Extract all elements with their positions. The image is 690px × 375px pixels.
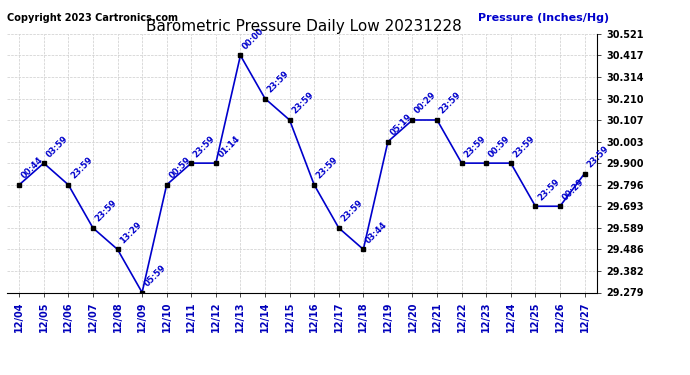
Text: 23:59: 23:59 bbox=[585, 144, 611, 170]
Text: 23:59: 23:59 bbox=[290, 91, 315, 116]
Text: 23:59: 23:59 bbox=[339, 198, 364, 224]
Text: 23:59: 23:59 bbox=[94, 198, 119, 224]
Text: 00:29: 00:29 bbox=[413, 91, 438, 116]
Text: 23:59: 23:59 bbox=[511, 134, 537, 159]
Text: Copyright 2023 Cartronics.com: Copyright 2023 Cartronics.com bbox=[7, 13, 178, 23]
Text: 00:59: 00:59 bbox=[487, 134, 512, 159]
Text: 23:59: 23:59 bbox=[536, 177, 561, 202]
Text: 00:00: 00:00 bbox=[241, 26, 266, 51]
Text: 00:59: 00:59 bbox=[167, 156, 193, 181]
Text: 03:59: 03:59 bbox=[44, 134, 70, 159]
Text: Pressure (Inches/Hg): Pressure (Inches/Hg) bbox=[477, 13, 609, 23]
Text: 03:44: 03:44 bbox=[364, 220, 389, 245]
Text: 13:29: 13:29 bbox=[118, 220, 144, 245]
Text: 23:59: 23:59 bbox=[437, 91, 463, 116]
Text: 23:59: 23:59 bbox=[192, 134, 217, 159]
Text: 23:59: 23:59 bbox=[69, 155, 94, 181]
Text: Barometric Pressure Daily Low 20231228: Barometric Pressure Daily Low 20231228 bbox=[146, 19, 462, 34]
Text: 00:29: 00:29 bbox=[560, 177, 586, 202]
Text: 01:14: 01:14 bbox=[217, 134, 241, 159]
Text: 05:59: 05:59 bbox=[143, 263, 168, 288]
Text: 05:19: 05:19 bbox=[388, 112, 414, 138]
Text: 23:59: 23:59 bbox=[462, 134, 487, 159]
Text: 23:59: 23:59 bbox=[266, 69, 290, 94]
Text: 00:44: 00:44 bbox=[20, 155, 45, 181]
Text: 23:59: 23:59 bbox=[315, 155, 340, 181]
